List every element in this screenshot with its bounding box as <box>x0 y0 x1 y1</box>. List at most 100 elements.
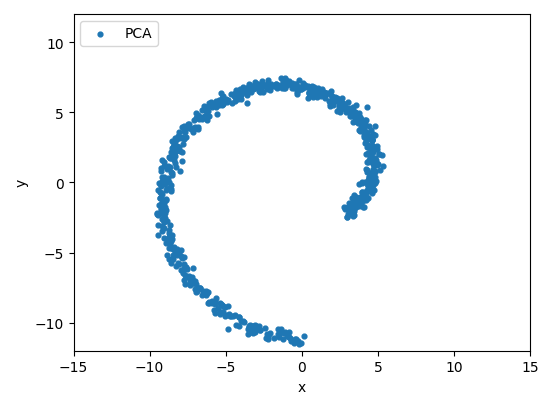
PCA <box>365 185 374 192</box>
PCA <box>218 303 227 310</box>
PCA <box>271 81 280 88</box>
PCA <box>152 210 161 217</box>
PCA <box>160 213 168 220</box>
PCA <box>188 126 197 132</box>
PCA <box>197 292 206 299</box>
PCA <box>352 110 361 117</box>
PCA <box>342 214 351 220</box>
PCA <box>165 227 174 234</box>
PCA <box>351 110 360 117</box>
PCA <box>366 171 375 178</box>
PCA <box>230 312 239 319</box>
PCA <box>340 103 349 110</box>
PCA <box>296 87 305 93</box>
PCA <box>254 89 263 95</box>
PCA <box>326 92 335 98</box>
PCA <box>315 89 324 96</box>
PCA <box>365 184 374 191</box>
PCA <box>166 186 175 192</box>
PCA <box>345 114 354 120</box>
PCA <box>339 204 348 211</box>
PCA <box>294 88 302 94</box>
PCA <box>166 232 175 238</box>
PCA <box>372 162 381 169</box>
PCA <box>165 222 174 229</box>
PCA <box>365 151 374 158</box>
PCA <box>199 115 208 121</box>
PCA <box>258 84 266 91</box>
PCA <box>181 134 190 140</box>
PCA <box>290 340 299 347</box>
PCA <box>207 100 216 106</box>
PCA <box>343 204 352 211</box>
PCA <box>202 104 211 111</box>
PCA <box>162 180 171 186</box>
PCA <box>337 102 346 108</box>
PCA <box>357 196 366 203</box>
PCA <box>180 281 189 288</box>
PCA <box>232 95 240 102</box>
PCA <box>158 200 167 207</box>
PCA <box>207 102 216 109</box>
PCA <box>345 211 354 218</box>
PCA <box>179 254 188 261</box>
PCA <box>347 201 356 208</box>
PCA <box>284 82 293 88</box>
PCA <box>362 170 371 176</box>
PCA <box>191 110 200 117</box>
PCA <box>188 281 197 287</box>
PCA <box>370 162 378 169</box>
PCA <box>171 263 180 269</box>
PCA <box>218 309 227 315</box>
PCA <box>369 173 378 180</box>
PCA <box>344 207 353 213</box>
PCA <box>293 92 302 99</box>
PCA <box>156 189 165 196</box>
PCA <box>365 188 373 194</box>
PCA <box>159 199 168 205</box>
PCA <box>165 242 174 248</box>
PCA <box>166 164 175 171</box>
PCA <box>155 196 164 202</box>
PCA <box>284 329 293 335</box>
PCA <box>344 110 353 116</box>
PCA <box>368 137 377 144</box>
PCA <box>296 86 305 93</box>
PCA <box>218 98 227 104</box>
PCA <box>317 91 326 97</box>
PCA <box>274 334 283 341</box>
PCA <box>362 187 371 194</box>
PCA <box>353 201 362 207</box>
PCA <box>316 88 325 95</box>
PCA <box>168 139 177 145</box>
PCA <box>258 90 267 97</box>
PCA <box>309 94 318 101</box>
PCA <box>357 202 366 208</box>
PCA <box>175 148 184 155</box>
PCA <box>280 330 289 336</box>
PCA <box>171 135 179 142</box>
PCA <box>355 203 363 209</box>
PCA <box>171 164 180 171</box>
PCA <box>327 94 336 101</box>
PCA <box>168 233 177 239</box>
PCA <box>264 332 273 338</box>
PCA <box>201 108 209 114</box>
PCA <box>353 120 362 127</box>
PCA <box>362 130 371 137</box>
PCA <box>161 180 170 187</box>
PCA <box>350 204 358 210</box>
PCA <box>288 80 296 87</box>
PCA <box>160 219 168 226</box>
PCA <box>175 144 183 151</box>
PCA <box>372 157 381 164</box>
PCA <box>372 178 381 185</box>
PCA <box>355 119 363 125</box>
PCA <box>376 167 384 173</box>
PCA <box>181 124 190 131</box>
PCA <box>300 333 309 339</box>
PCA <box>375 151 383 157</box>
PCA <box>363 182 372 189</box>
PCA <box>340 106 348 112</box>
PCA <box>357 190 366 196</box>
